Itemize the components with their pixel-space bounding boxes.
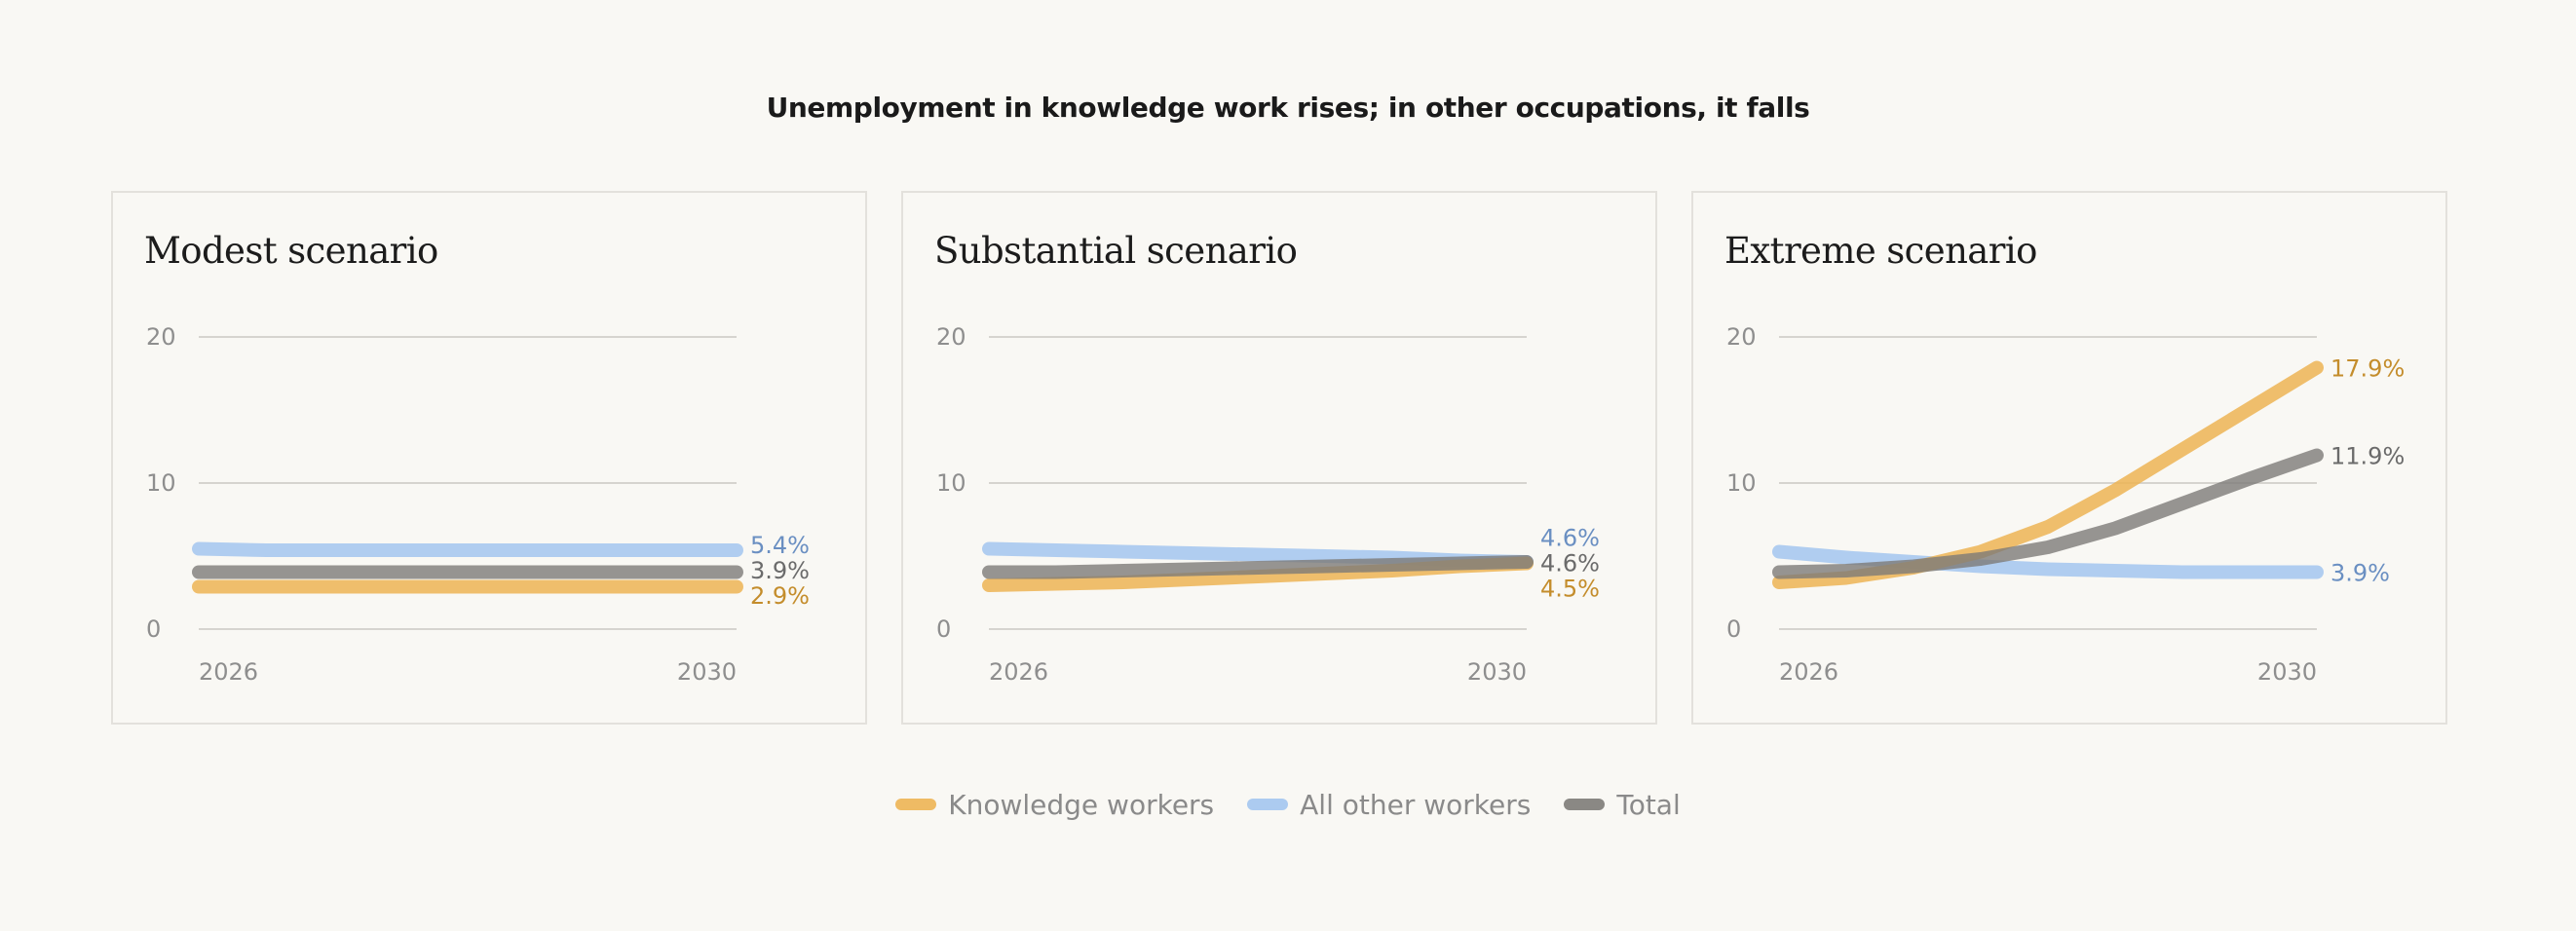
legend-swatch-other	[1247, 799, 1289, 810]
y-tick-label: 0	[146, 615, 161, 643]
panel-modest: Modest scenario 0 10 20 2026 2030 5.4% 3.9% 2.9…	[111, 191, 867, 725]
chart-title: Unemployment in knowledge work rises; in…	[766, 92, 1810, 124]
y-tick-label: 10	[146, 469, 176, 497]
y-tick-label: 0	[1726, 615, 1741, 643]
panel-title: Modest scenario	[144, 230, 438, 272]
end-label-knowledge: 4.5%	[1540, 576, 1600, 603]
legend-label: Knowledge workers	[948, 788, 1215, 821]
series-line-total	[1772, 448, 2324, 579]
end-label-knowledge: 17.9%	[2330, 355, 2405, 383]
x-tick-label: 2026	[1779, 658, 1838, 686]
x-tick-label: 2030	[2257, 658, 2317, 686]
y-tick-label: 20	[146, 323, 176, 351]
y-tick-label: 20	[936, 323, 966, 351]
legend-swatch-knowledge	[895, 799, 937, 810]
legend-item-other: All other workers	[1247, 789, 1531, 821]
end-label-total: 3.9%	[750, 557, 810, 584]
panel-title: Substantial scenario	[934, 230, 1298, 272]
y-tick-label: 10	[936, 469, 966, 497]
series-line-other	[192, 541, 743, 557]
panel-title: Extreme scenario	[1724, 230, 2037, 272]
series-line-other	[1772, 544, 2324, 579]
end-label-total: 11.9%	[2330, 443, 2405, 470]
end-label-other: 5.4%	[750, 532, 810, 559]
y-tick-label: 10	[1726, 469, 1757, 497]
x-tick-label: 2030	[677, 658, 737, 686]
series-line-total	[982, 555, 1534, 579]
x-tick-label: 2026	[989, 658, 1048, 686]
legend-item-knowledge: Knowledge workers	[895, 789, 1214, 821]
end-label-total: 4.6%	[1540, 550, 1600, 577]
end-label-knowledge: 2.9%	[750, 582, 810, 610]
panel-extreme: Extreme scenario 0 10 20 2026 2030 17.9% 11.9%…	[1691, 191, 2447, 725]
end-label-other: 4.6%	[1540, 525, 1600, 552]
legend: Knowledge workers All other workers Tota…	[0, 785, 2576, 824]
legend-item-total: Total	[1564, 788, 1681, 821]
legend-label: All other workers	[1300, 788, 1532, 821]
chart-plot: 0 10 20 2026 2030 17.9% 11.9% 3.9%	[1726, 323, 2405, 686]
legend-swatch-total	[1564, 799, 1606, 810]
panel-substantial: Substantial scenario 0 10 20 2026 2030 4.6% 4.…	[901, 191, 1657, 725]
y-tick-label: 0	[936, 615, 951, 643]
legend-label: Total	[1616, 788, 1681, 821]
x-tick-label: 2026	[199, 658, 258, 686]
chart-plot: 0 10 20 2026 2030 5.4%3.9%2.9%	[146, 323, 810, 686]
x-tick-label: 2030	[1467, 658, 1527, 686]
y-tick-label: 20	[1726, 323, 1757, 351]
end-label-other: 3.9%	[2330, 560, 2390, 587]
